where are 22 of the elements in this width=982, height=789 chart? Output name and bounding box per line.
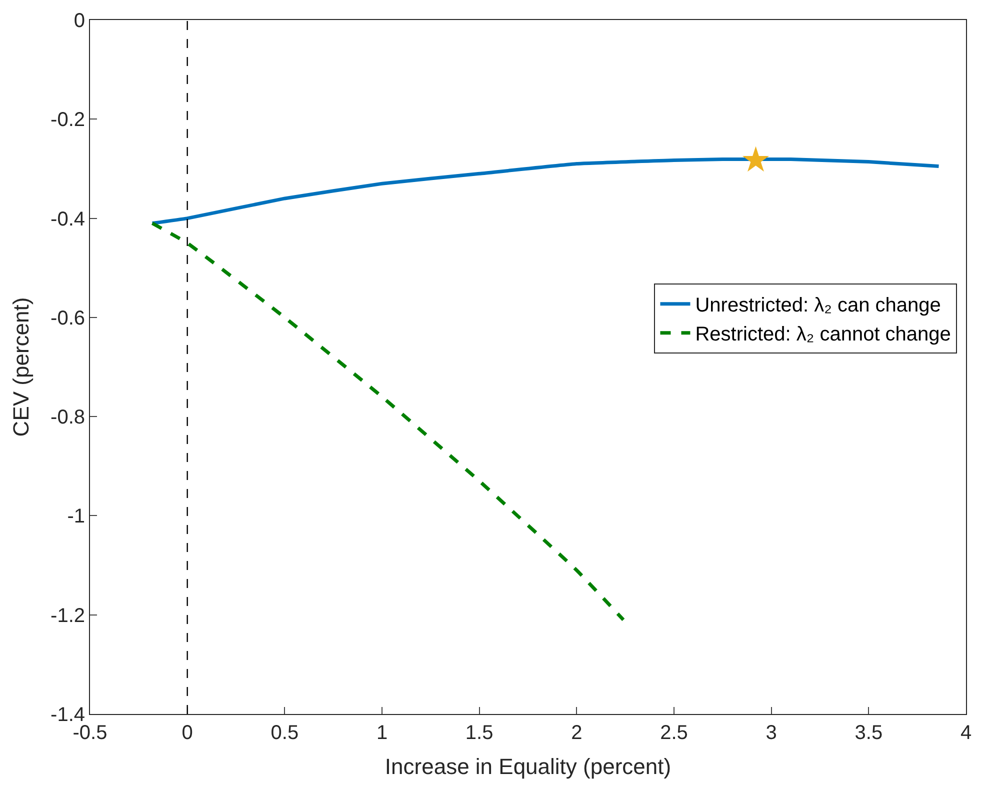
y-axis-title: CEV (percent) [8,297,34,437]
legend-label: Restricted: λ₂ cannot change [695,324,951,346]
x-tick-label: 3.5 [854,722,883,744]
x-tick-label: 1.5 [465,722,494,744]
legend-label: Unrestricted: λ₂ can change [695,294,941,317]
y-tick-label: -0.2 [50,109,85,132]
line-series [150,157,940,225]
y-tick-label: 0 [74,10,85,32]
x-axis-title: Increase in Equality (percent) [384,754,672,779]
y-tick-label: -1.2 [50,604,85,627]
x-tick-label: 0.5 [270,722,299,744]
x-tick-label: 2.5 [660,722,688,744]
x-tick-label: 4 [960,722,972,744]
x-tick-label: 0 [182,722,193,744]
y-tick-label: -1 [67,506,85,528]
x-tick-label: 1 [376,722,388,744]
line-series [150,221,626,622]
x-tick-label: 2 [571,722,582,744]
y-tick-label: -0.8 [50,406,85,429]
y-tick-label: -0.4 [50,208,85,230]
x-tick-label: 3 [766,722,777,744]
y-tick-label: -0.6 [50,307,85,330]
